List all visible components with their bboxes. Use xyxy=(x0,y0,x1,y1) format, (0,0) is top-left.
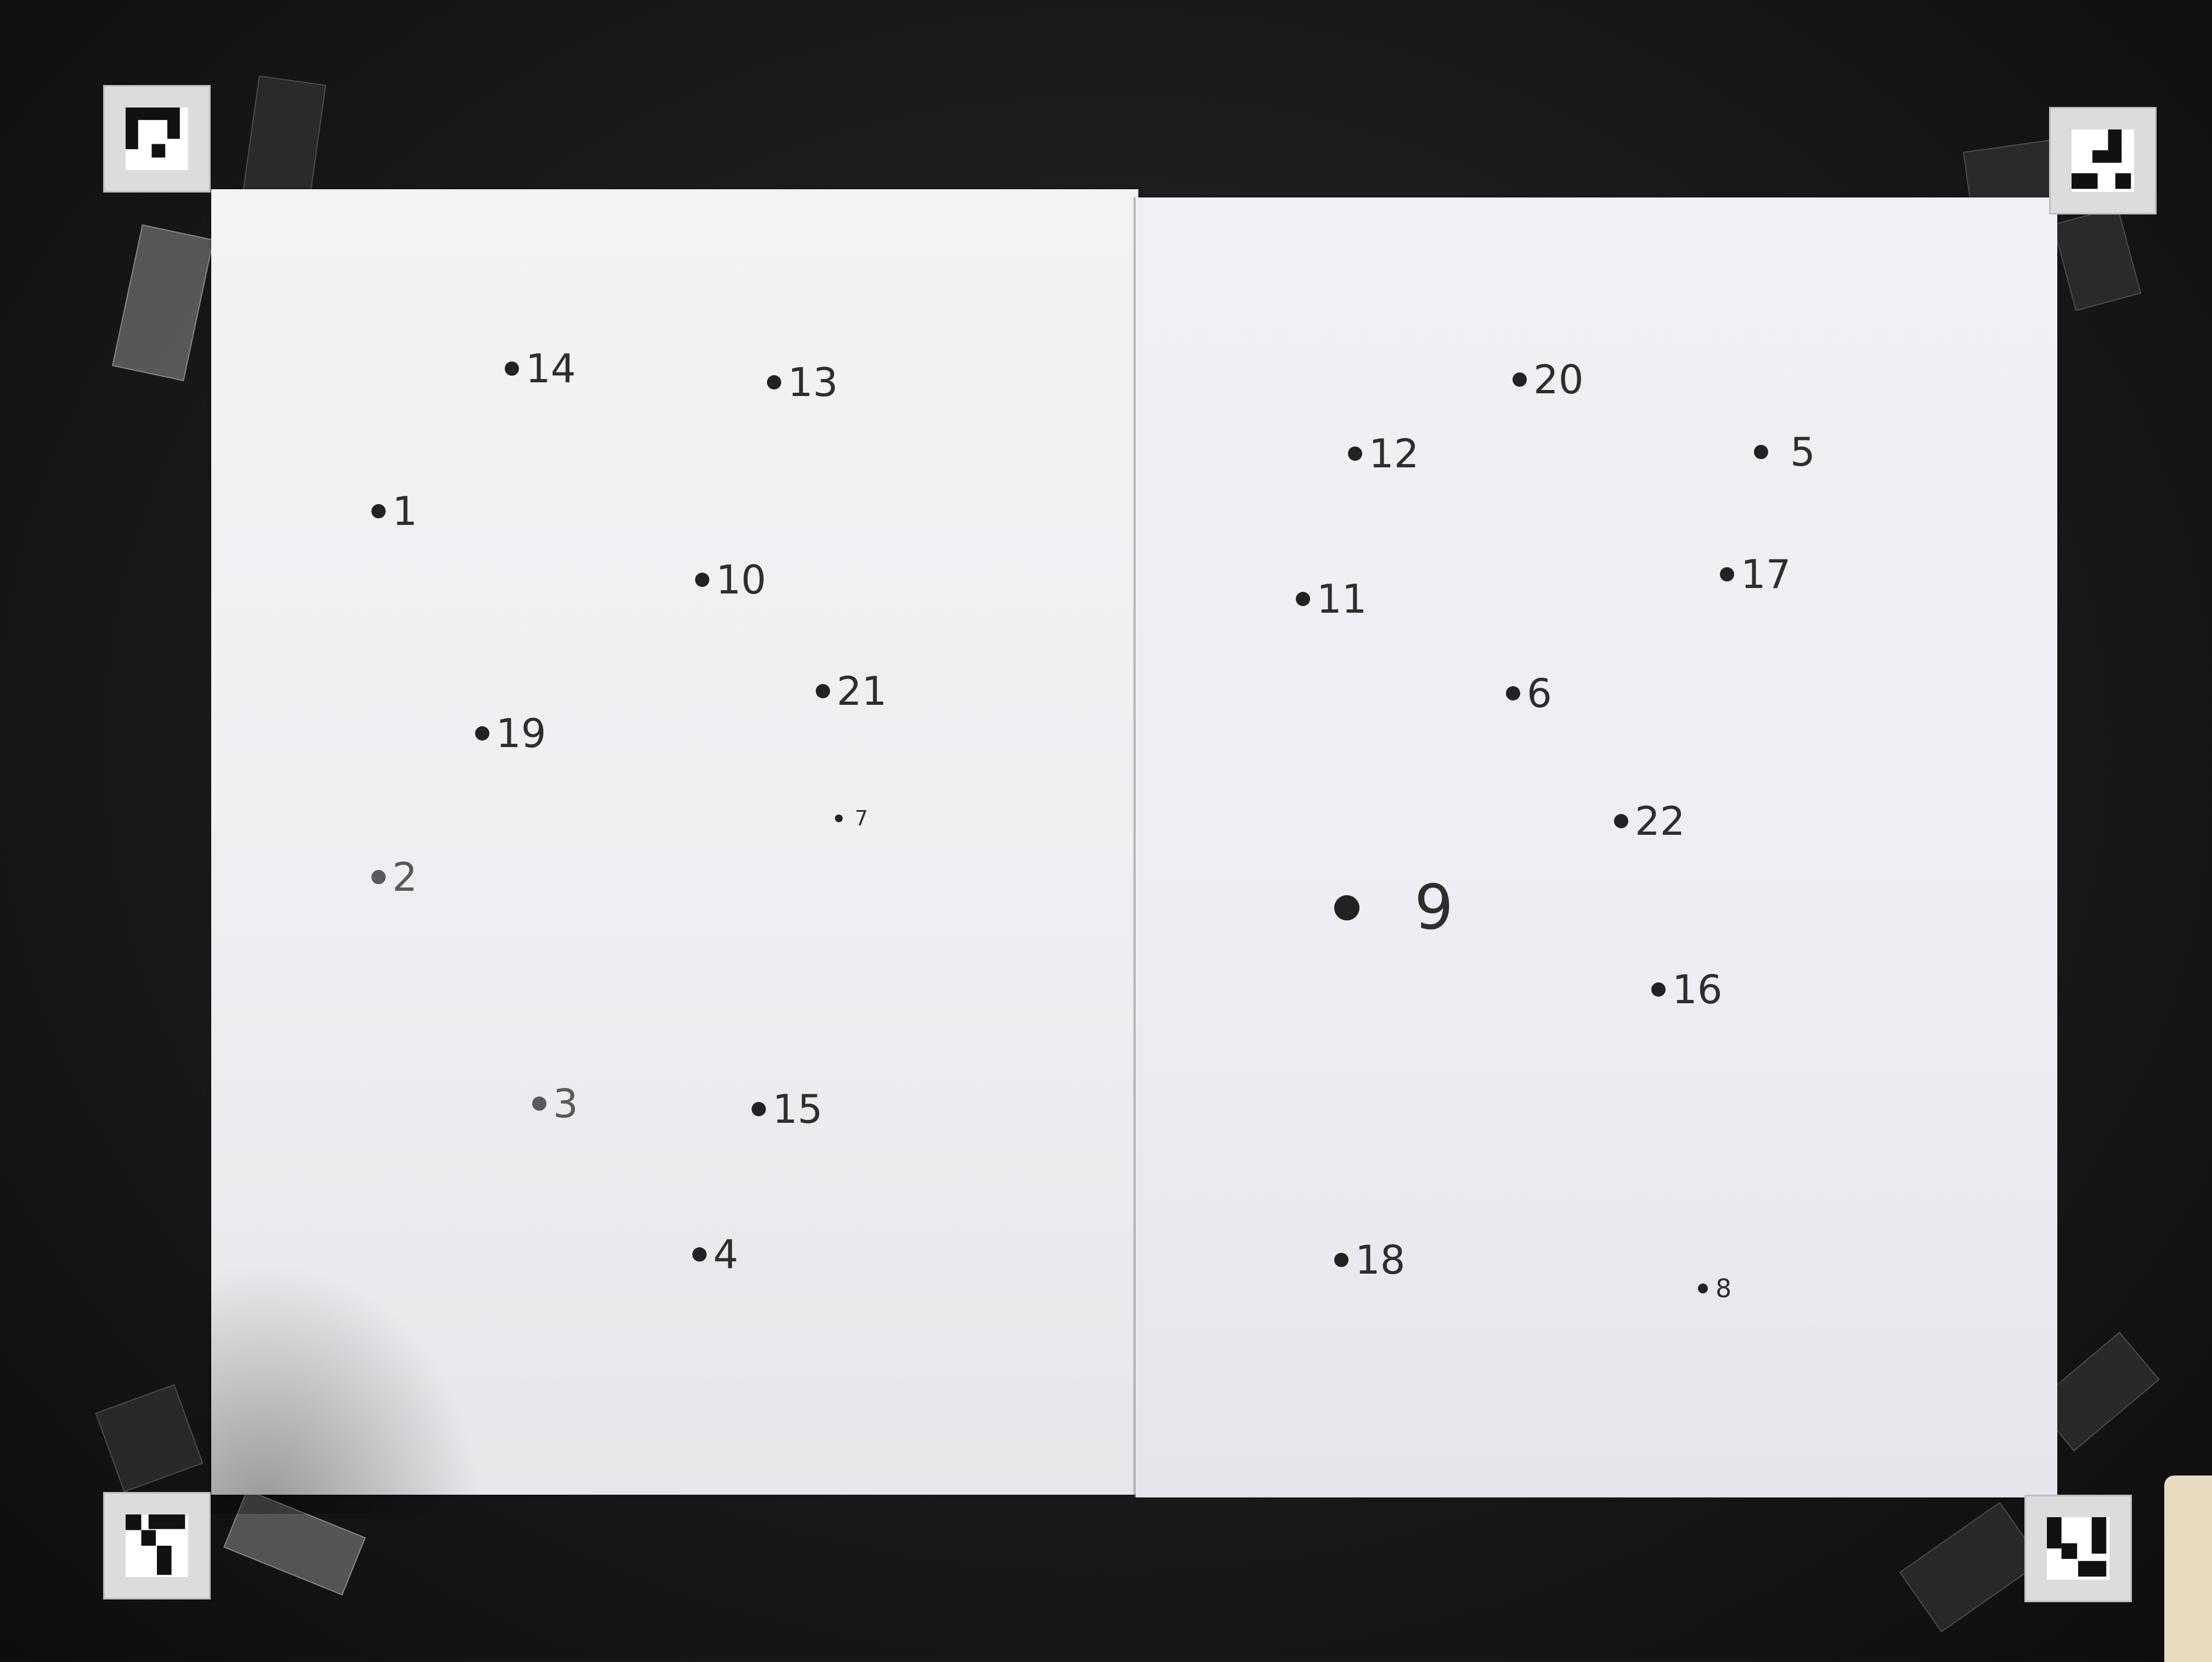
dot-number: 7 xyxy=(855,806,868,830)
fiducial-top-right-icon xyxy=(2049,107,2157,214)
dot-label: 13 xyxy=(767,359,838,405)
dot-marker xyxy=(692,1247,707,1262)
dot-number: 15 xyxy=(772,1086,823,1132)
dot-label: 22 xyxy=(1614,798,1685,844)
tape-strip xyxy=(112,224,214,382)
dot-number: 13 xyxy=(788,359,838,405)
dot-label: 20 xyxy=(1513,357,1584,403)
dot-number: 22 xyxy=(1635,798,1685,844)
dot-marker xyxy=(1334,1253,1348,1267)
dot-label: 8 xyxy=(1698,1274,1731,1303)
paper-sheet-left xyxy=(211,189,1138,1495)
paper-sheet-right xyxy=(1136,197,2057,1497)
dot-label: 9 xyxy=(1334,872,1453,943)
dot-marker xyxy=(475,726,489,740)
dot-number: 14 xyxy=(526,346,576,392)
dot-marker xyxy=(371,504,386,518)
dot-number: 5 xyxy=(1790,429,1815,475)
tape-strip xyxy=(2052,206,2142,312)
dot-number: 9 xyxy=(1414,872,1454,943)
dot-marker xyxy=(1513,372,1527,387)
dot-label: 1 xyxy=(371,488,417,534)
dot-number: 21 xyxy=(837,668,887,714)
dot-number: 10 xyxy=(716,557,766,603)
dot-label: 12 xyxy=(1348,431,1419,477)
dot-number: 3 xyxy=(553,1081,578,1127)
dot-label: 14 xyxy=(505,346,576,392)
paper-edge-tab xyxy=(2164,1476,2212,1662)
dot-label: 19 xyxy=(475,710,546,756)
fiducial-bottom-left-icon xyxy=(103,1492,211,1599)
dot-number: 17 xyxy=(1741,551,1791,597)
dot-label: 3 xyxy=(532,1081,578,1127)
dot-marker xyxy=(1614,814,1628,828)
dot-label: 11 xyxy=(1296,576,1367,622)
dot-number: 2 xyxy=(392,854,417,900)
dot-label: 21 xyxy=(816,668,887,714)
dot-number: 18 xyxy=(1355,1237,1406,1283)
dot-label: 4 xyxy=(692,1231,738,1277)
dot-marker xyxy=(1334,895,1359,920)
dot-number: 8 xyxy=(1716,1274,1732,1303)
dot-label: 2 xyxy=(371,854,417,900)
hand-shadow xyxy=(208,1262,483,1514)
dot-marker xyxy=(752,1102,766,1116)
dot-marker xyxy=(1651,982,1666,997)
dot-number: 6 xyxy=(1527,670,1552,716)
dot-label: 6 xyxy=(1506,670,1552,716)
dot-marker xyxy=(767,375,781,389)
dot-marker xyxy=(505,361,519,376)
fiducial-bottom-right-icon xyxy=(2024,1495,2132,1602)
tape-strip xyxy=(1899,1501,2042,1633)
dot-marker xyxy=(695,573,709,587)
dot-marker xyxy=(835,815,843,822)
dot-marker xyxy=(1348,446,1362,461)
dot-marker xyxy=(1720,567,1734,581)
dot-label: 18 xyxy=(1334,1237,1406,1283)
dot-label: 16 xyxy=(1651,966,1723,1013)
dot-label: 15 xyxy=(752,1086,823,1132)
dot-number: 1 xyxy=(392,488,417,534)
dot-number: 11 xyxy=(1317,576,1367,622)
dot-label: 5 xyxy=(1754,429,1815,475)
dot-label: 10 xyxy=(695,557,766,603)
dot-number: 12 xyxy=(1369,431,1419,477)
fiducial-top-left-icon xyxy=(103,85,211,193)
tape-strip xyxy=(95,1384,204,1493)
dot-marker xyxy=(1698,1284,1708,1293)
dot-marker xyxy=(816,684,830,698)
dot-marker xyxy=(1754,445,1768,459)
dot-marker xyxy=(1506,686,1520,700)
dot-marker xyxy=(371,870,386,884)
dot-number: 20 xyxy=(1533,357,1584,403)
dot-marker xyxy=(1296,592,1310,606)
dot-number: 16 xyxy=(1672,966,1723,1013)
dot-label: 7 xyxy=(835,806,868,830)
dot-number: 19 xyxy=(496,710,546,756)
page-fold-line xyxy=(1133,197,1136,1497)
dot-number: 4 xyxy=(713,1231,738,1277)
dot-label: 17 xyxy=(1720,551,1791,597)
dot-marker xyxy=(532,1096,546,1111)
